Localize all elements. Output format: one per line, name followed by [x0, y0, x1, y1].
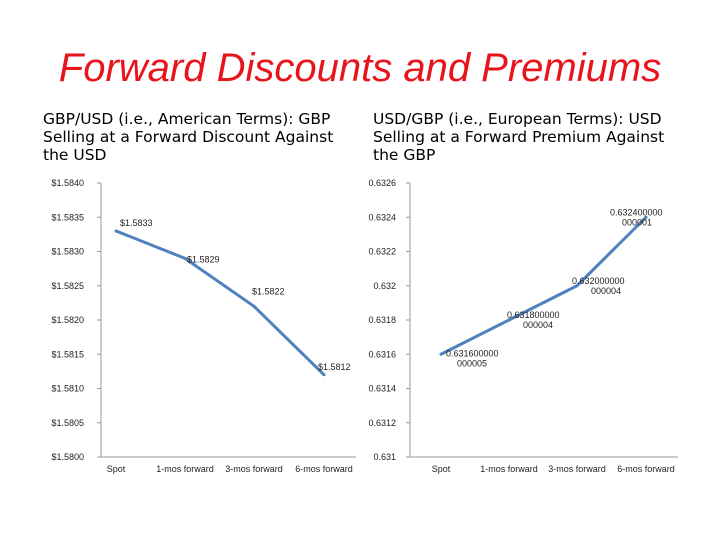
right-data-point: [439, 352, 443, 356]
left-chart-title: GBP/USD (i.e., American Terms): GBP Sell…: [43, 110, 334, 164]
right-x-tick-label: 1-mos forward: [480, 464, 538, 474]
left-data-label: $1.5833: [120, 218, 153, 228]
right-data-label: 000005: [457, 358, 487, 368]
left-data-point: [252, 304, 256, 308]
left-x-tick-label: Spot: [107, 464, 126, 474]
right-y-tick-label: 0.6314: [368, 384, 396, 394]
right-y-tick-label: 0.6324: [368, 212, 396, 222]
right-data-label: 0.631800000: [507, 310, 560, 320]
right-y-tick-label: 0.6312: [368, 418, 396, 428]
right-y-tick-label: 0.6316: [368, 349, 396, 359]
right-y-tick-label: 0.631: [373, 452, 396, 462]
left-data-label: $1.5822: [252, 286, 285, 296]
left-y-tick-label: $1.5810: [51, 384, 84, 394]
right-data-label: 0.632400000: [610, 207, 663, 217]
left-y-tick-label: $1.5830: [51, 247, 84, 257]
right-data-point: [575, 284, 579, 288]
right-series-line: [440, 216, 648, 356]
left-data-point: [114, 229, 118, 233]
left-x-tick-label: 6-mos forward: [295, 464, 353, 474]
left-y-tick-label: $1.5840: [51, 178, 84, 188]
left-y-tick-label: $1.5800: [51, 452, 84, 462]
left-data-point: [322, 373, 326, 377]
left-y-tick-label: $1.5815: [51, 349, 84, 359]
right-x-tick-label: 6-mos forward: [617, 464, 675, 474]
right-data-label: 000004: [523, 320, 553, 330]
left-y-tick-label: $1.5835: [51, 212, 84, 222]
right-data-label: 000001: [622, 217, 652, 227]
right-data-point: [644, 215, 648, 219]
right-data-label: 0.632000000: [572, 276, 625, 286]
right-y-tick-label: 0.6326: [368, 178, 396, 188]
right-y-tick-label: 0.6318: [368, 315, 396, 325]
left-series-line: [115, 229, 326, 376]
right-y-tick-label: 0.632: [373, 281, 396, 291]
left-data-label: $1.5829: [187, 254, 220, 264]
right-data-point: [507, 318, 511, 322]
left-data-point: [183, 256, 187, 260]
left-data-label: $1.5812: [318, 362, 351, 372]
right-x-tick-label: 3-mos forward: [548, 464, 606, 474]
left-y-tick-label: $1.5825: [51, 281, 84, 291]
left-x-tick-label: 1-mos forward: [156, 464, 214, 474]
right-chart-title: USD/GBP (i.e., European Terms): USD Sell…: [373, 110, 665, 164]
left-y-tick-label: $1.5805: [51, 418, 84, 428]
page-title: Forward Discounts and Premiums: [58, 46, 662, 90]
left-y-tick-label: $1.5820: [51, 315, 84, 325]
left-x-tick-label: 3-mos forward: [225, 464, 283, 474]
right-y-tick-label: 0.6322: [368, 247, 396, 257]
right-x-tick-label: Spot: [432, 464, 451, 474]
right-data-label: 0.631600000: [446, 348, 499, 358]
right-data-label: 000004: [591, 286, 621, 296]
